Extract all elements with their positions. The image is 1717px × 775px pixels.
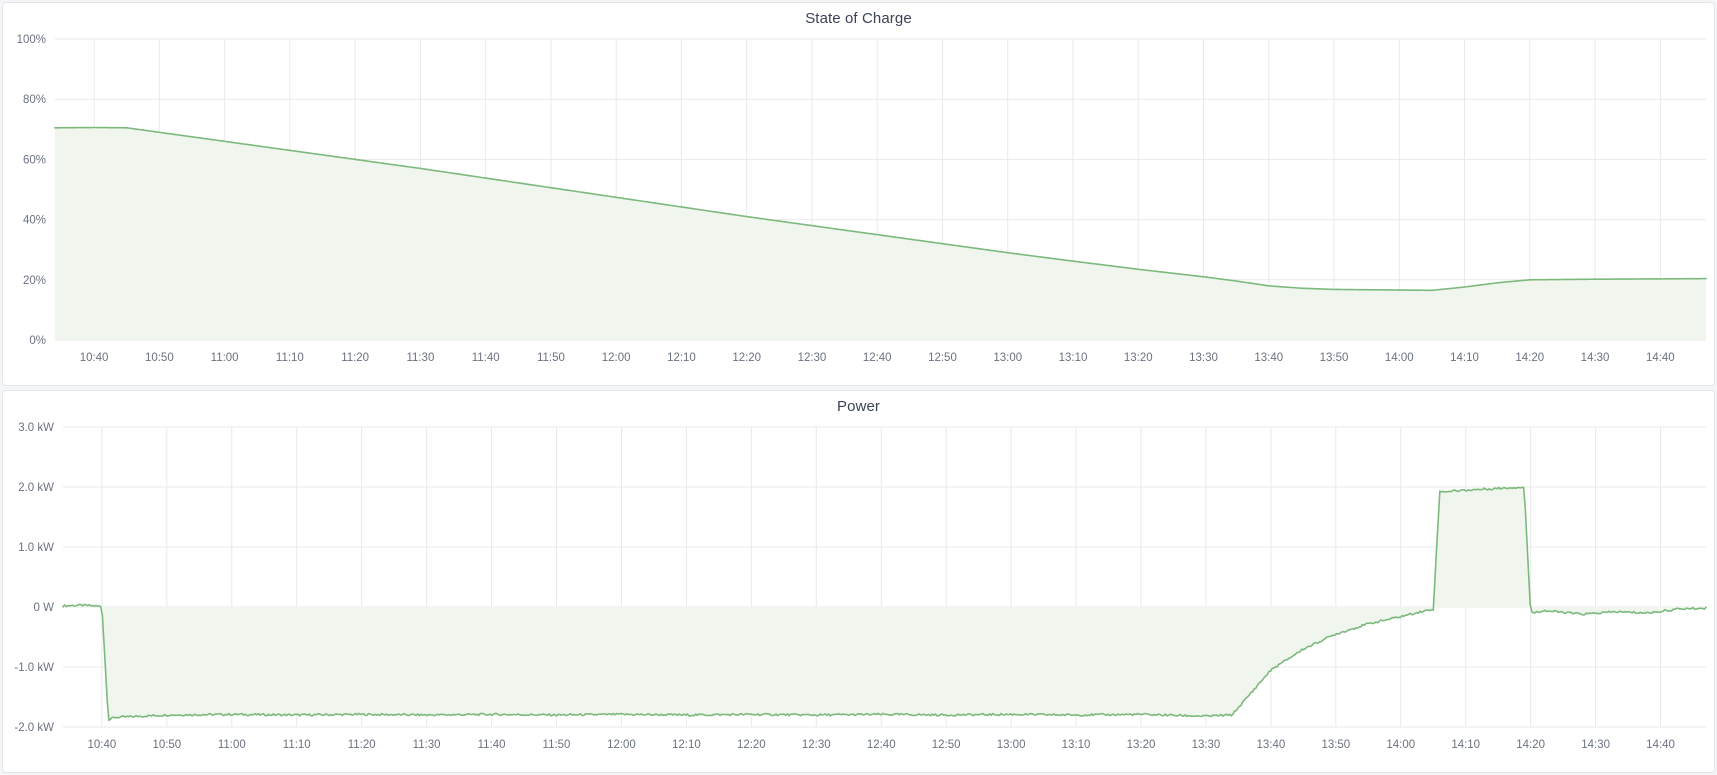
x-axis-tick-label: 13:10 — [1062, 739, 1091, 751]
x-axis-tick-label: 14:30 — [1581, 739, 1610, 751]
x-axis-tick-label: 11:10 — [276, 352, 304, 364]
x-axis-tick-label: 14:10 — [1450, 352, 1479, 364]
x-axis-tick-label: 14:40 — [1646, 739, 1675, 751]
chart-power: -2.0 kW -1.0 kW 0 W 1.0 kW 2.0 kW 3.0 kW 10:40… — [14, 422, 1707, 751]
y-axis-tick-label: 3.0 kW — [18, 422, 54, 434]
chart-state-of-charge: 0% 20% 40% 60% 80% 100% 10:40 10:50 11:00 11:10 11… — [17, 34, 1707, 364]
x-axis-tick-label: 12:40 — [867, 739, 896, 751]
x-axis-tick-label: 11:30 — [413, 739, 441, 751]
x-axis-tick-label: 10:40 — [80, 352, 109, 364]
series-area-fill — [62, 487, 1707, 721]
x-axis-tick-label: 13:00 — [997, 739, 1026, 751]
x-axis-tick-label: 11:40 — [478, 739, 506, 751]
series-line[interactable] — [62, 486, 1707, 722]
y-axis-tick-label: 40% — [23, 215, 46, 227]
x-axis-tick-label: 13:40 — [1257, 739, 1286, 751]
x-axis-tick-label: 12:10 — [672, 739, 701, 751]
x-axis-tick-label: 14:00 — [1385, 352, 1414, 364]
x-axis-tick-label: 12:30 — [798, 352, 827, 364]
x-axis-tick-label: 13:20 — [1127, 739, 1156, 751]
x-axis-tick-label: 12:10 — [667, 352, 696, 364]
x-axis-tick-label: 14:00 — [1386, 739, 1415, 751]
x-axis-tick-label: 13:50 — [1320, 352, 1349, 364]
x-axis-tick-label: 10:50 — [152, 739, 181, 751]
y-axis-tick-label: 2.0 kW — [18, 482, 54, 494]
x-axis-tick-label: 11:20 — [348, 739, 376, 751]
panel-title-power: Power — [836, 398, 881, 415]
x-axis-tick-label: 11:30 — [406, 352, 434, 364]
x-axis-tick-label: 12:20 — [732, 352, 761, 364]
y-axis-tick-label: -2.0 kW — [14, 722, 54, 734]
x-axis-tick-label: 11:10 — [283, 739, 311, 751]
x-axis-tick-label: 12:30 — [802, 739, 831, 751]
y-axis-tick-label: 60% — [23, 154, 46, 166]
x-axis-tick-label: 14:10 — [1451, 739, 1480, 751]
series-area-fill — [54, 127, 1707, 340]
x-axis-tick-label: 14:20 — [1515, 352, 1544, 364]
y-axis-tick-label: 1.0 kW — [18, 542, 54, 554]
x-axis-tick-label: 13:00 — [993, 352, 1022, 364]
x-axis-tick-label: 12:50 — [932, 739, 961, 751]
x-axis-tick-label: 13:50 — [1321, 739, 1350, 751]
x-axis-tick-label: 13:30 — [1189, 352, 1218, 364]
y-axis-tick-label: 80% — [23, 94, 46, 106]
x-axis-tick-label: 12:00 — [602, 352, 631, 364]
x-axis-tick-label: 13:20 — [1124, 352, 1153, 364]
x-axis-tick-label: 14:30 — [1581, 352, 1610, 364]
x-axis-tick-label: 12:20 — [737, 739, 766, 751]
x-axis-tick-label: 14:20 — [1516, 739, 1545, 751]
y-axis-tick-label: 0% — [29, 335, 46, 347]
y-axis-tick-label: 100% — [17, 34, 46, 46]
x-axis-tick-label: 12:50 — [928, 352, 957, 364]
plot-area-power: -2.0 kW -1.0 kW 0 W 1.0 kW 2.0 kW 3.0 kW 10:40… — [3, 417, 1714, 772]
x-axis-tick-label: 11:50 — [543, 739, 571, 751]
x-axis-tick-label: 11:00 — [218, 739, 246, 751]
x-axis-tick-label: 11:50 — [537, 352, 565, 364]
x-axis-tick-label: 12:00 — [607, 739, 636, 751]
plot-area-state-of-charge: 0% 20% 40% 60% 80% 100% 10:40 10:50 11:00 11:10 11… — [3, 29, 1714, 385]
x-axis-tick-label: 11:40 — [472, 352, 500, 364]
panel-state-of-charge: State of Charge 0% 20% 40% 60% 80% 100% 10:40 1… — [2, 2, 1715, 386]
x-axis-tick-label: 11:20 — [341, 352, 369, 364]
x-axis-tick-label: 13:30 — [1192, 739, 1221, 751]
x-axis-tick-label: 12:40 — [863, 352, 892, 364]
y-axis-tick-label: -1.0 kW — [14, 662, 54, 674]
x-axis-tick-label: 10:40 — [88, 739, 117, 751]
panel-power: Power -2.0 kW -1.0 kW 0 W 1.0 kW 2.0 kW 3.0 k… — [2, 390, 1715, 773]
x-axis-tick-label: 13:10 — [1059, 352, 1088, 364]
x-axis-tick-label: 10:50 — [145, 352, 174, 364]
x-axis-tick-label: 14:40 — [1646, 352, 1675, 364]
x-axis-tick-label: 11:00 — [211, 352, 239, 364]
panel-title-state-of-charge: State of Charge — [805, 10, 912, 27]
y-axis-tick-label: 0 W — [34, 602, 55, 614]
y-axis-tick-label: 20% — [23, 275, 46, 287]
series-line[interactable] — [54, 126, 1707, 292]
x-axis-tick-label: 13:40 — [1254, 352, 1283, 364]
